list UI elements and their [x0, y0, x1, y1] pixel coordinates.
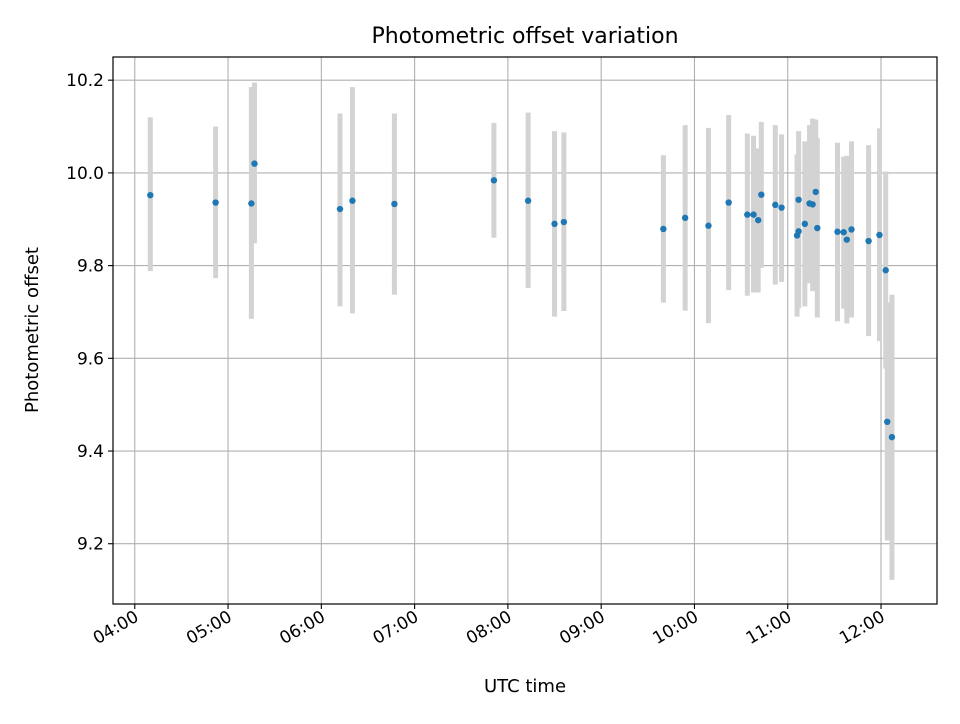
data-point [705, 222, 712, 229]
data-point [725, 199, 732, 206]
data-point [876, 231, 883, 239]
data-point [848, 226, 855, 233]
data-point [681, 214, 689, 222]
data-point [840, 229, 847, 236]
data-point [248, 200, 255, 207]
y-tick-label: 9.6 [77, 349, 104, 369]
data-point [865, 237, 872, 245]
data-point [212, 199, 219, 206]
data-point [814, 224, 821, 232]
data-point [843, 236, 851, 243]
data-point [744, 211, 751, 218]
data-point [795, 228, 802, 235]
data-point [834, 228, 841, 235]
y-axis-label: Photometric offset [22, 247, 43, 413]
chart-title: Photometric offset variation [371, 24, 678, 49]
data-point [147, 191, 154, 199]
data-point [778, 204, 785, 211]
data-point [560, 218, 568, 226]
data-point [349, 197, 356, 204]
data-point [336, 205, 344, 213]
data-point [812, 188, 819, 196]
data-point [391, 200, 398, 208]
y-axis: 9.2 9.4 9.6 9.8 10.0 10.2 [66, 71, 113, 555]
data-point [750, 211, 757, 218]
data-point [795, 196, 802, 203]
data-point [801, 220, 809, 228]
data-point [758, 191, 765, 198]
data-point [772, 201, 779, 209]
data-point [888, 433, 896, 441]
data-point [884, 418, 891, 426]
y-tick-label: 9.4 [77, 442, 104, 462]
x-axis-label: UTC time [484, 676, 566, 697]
data-points [147, 160, 896, 441]
y-tick-label: 10.0 [66, 164, 104, 184]
data-point [809, 201, 816, 208]
data-point [524, 197, 532, 204]
plot-frame [112, 56, 938, 605]
y-tick-label: 10.2 [66, 71, 104, 91]
data-point [882, 267, 889, 274]
data-point [660, 225, 667, 233]
data-point [251, 160, 258, 167]
y-tick-label: 9.2 [77, 535, 104, 555]
data-point [755, 216, 762, 224]
data-point [490, 177, 498, 184]
y-tick-label: 9.8 [77, 257, 104, 277]
data-point [551, 220, 558, 228]
